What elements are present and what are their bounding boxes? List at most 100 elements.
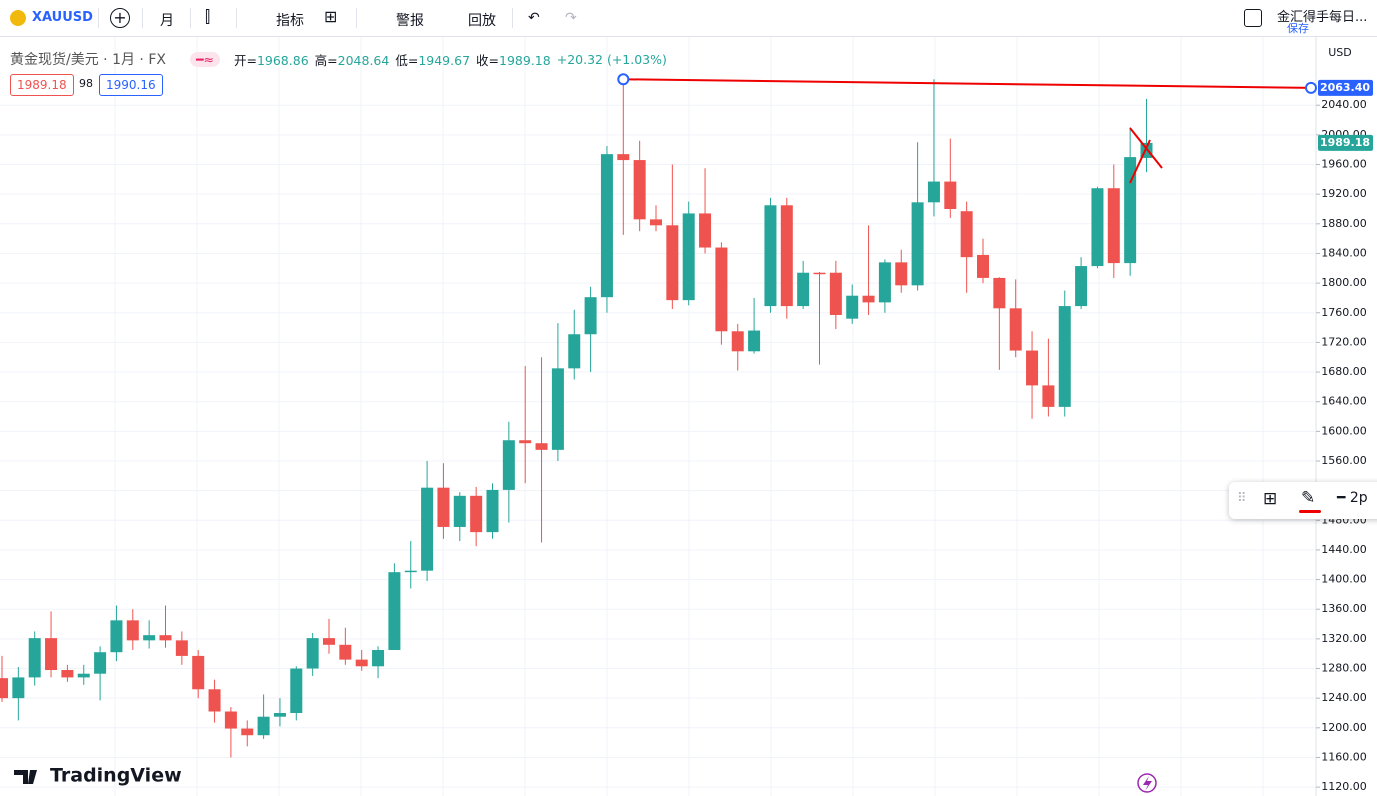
drag-handle[interactable]: ⠿ [1237,491,1247,506]
last-price-tag [1318,134,1373,151]
candle-body [715,247,728,332]
candle-body [143,635,156,641]
y-tick-label: 1320.00 [1321,632,1367,645]
candle-body [650,219,662,226]
undo[interactable]: ↶ [528,10,540,26]
currency[interactable]: USD [1328,46,1352,59]
legend-toggle[interactable]: ━≈ [189,51,220,67]
candle-body [993,277,1006,309]
candle-body [977,254,989,278]
candle-body [960,211,973,258]
spread: 98 [79,77,93,90]
replay[interactable]: 回放 [468,13,496,29]
legend-title: 黄金现货/美元 · 1月 · FX [10,52,166,68]
candle-body [895,262,908,286]
ask[interactable]: 1990.16 [99,74,163,96]
candle-body [600,154,613,298]
candle-body [519,440,532,444]
width-btn[interactable]: ━ 2p [1337,490,1368,506]
candle-body [797,272,810,307]
add-symbol[interactable]: + [110,8,130,28]
low-value: 1949.67 [418,52,471,68]
high-value: 2048.64 [337,52,390,68]
y-tick-label: 1920.00 [1321,187,1367,200]
candle-body [388,572,401,650]
candle-body [355,659,368,667]
candle-body [502,440,515,490]
candle-body [878,262,891,303]
candle-body [1091,188,1104,267]
candle-body [437,487,450,527]
candle-body [0,678,8,699]
flash-icon[interactable] [1137,773,1157,793]
candle-body [339,644,352,660]
candle-body [273,712,286,717]
candle-body [61,670,74,678]
alerts[interactable]: 警报 [396,13,424,29]
price-axis-bg [1316,36,1377,796]
candle-body [764,205,777,307]
indicators[interactable]: 指标 [276,13,304,29]
color-swatch [1299,510,1321,513]
candle-body [175,640,188,656]
candle-body [404,570,417,573]
candle-body [470,495,483,533]
bid[interactable]: 1989.18 [10,74,74,96]
y-tick-label: 1160.00 [1321,750,1367,763]
candle-body [372,649,385,667]
symbol-icon [10,10,26,26]
candle-body [12,677,25,699]
save[interactable]: 保存 [1287,22,1309,35]
open-label: 开= [233,52,257,68]
candle-body [241,728,254,736]
color-btn[interactable]: ✎ [1301,488,1316,508]
open-value: 1968.86 [256,52,309,68]
candle-body [257,716,270,736]
candle-body [829,272,842,315]
candle-body [633,160,646,220]
flash-glyph [1143,776,1152,791]
y-tick-label: 1280.00 [1321,662,1367,675]
interval[interactable]: 月 [160,13,174,29]
y-tick-label: 1800.00 [1321,276,1367,289]
candle-body [306,638,319,669]
candle-body [110,620,123,653]
legend: 黄金现货/美元 · 1月 · FX ━≈ 开=1968.86 高=2048.64… [10,49,667,69]
candle-body [568,334,581,369]
candle-body [1009,308,1022,351]
candle-body [126,620,139,641]
candle-body [666,225,679,301]
template-btn[interactable]: ⊞ [1263,489,1278,509]
layout-icon[interactable] [1244,9,1262,27]
templates[interactable]: ⊞ [324,7,338,26]
candle-body [1075,266,1088,307]
layout-name[interactable]: 金汇得手每日... [1277,10,1368,25]
redo: ↷ [565,10,577,26]
candle-body [1058,306,1071,407]
candle-body [535,443,548,450]
change: +20.32 (+1.03%) [556,51,667,67]
candle-body [699,213,712,248]
low-label: 低= [395,52,419,68]
chart-type[interactable]: ⫿ [205,7,211,26]
y-tick-label: 1200.00 [1321,721,1367,734]
candle-body [944,181,957,209]
brand-logo [14,770,37,784]
candle-body [617,154,630,161]
candle-body [813,272,826,275]
symbol[interactable]: XAUUSD [32,10,93,25]
candle-body [192,655,205,690]
y-tick-label: 1440.00 [1321,543,1367,556]
candle-body [77,673,90,678]
candle-body [862,295,875,303]
candle-body [159,635,172,641]
candle-body [94,652,107,674]
candle-body [911,202,924,286]
candle-body [846,295,859,319]
candle-body [1042,385,1055,407]
last-price-label: 1989.18 [1320,136,1370,149]
y-tick-label: 1120.00 [1321,780,1367,793]
candle-body [682,213,695,301]
